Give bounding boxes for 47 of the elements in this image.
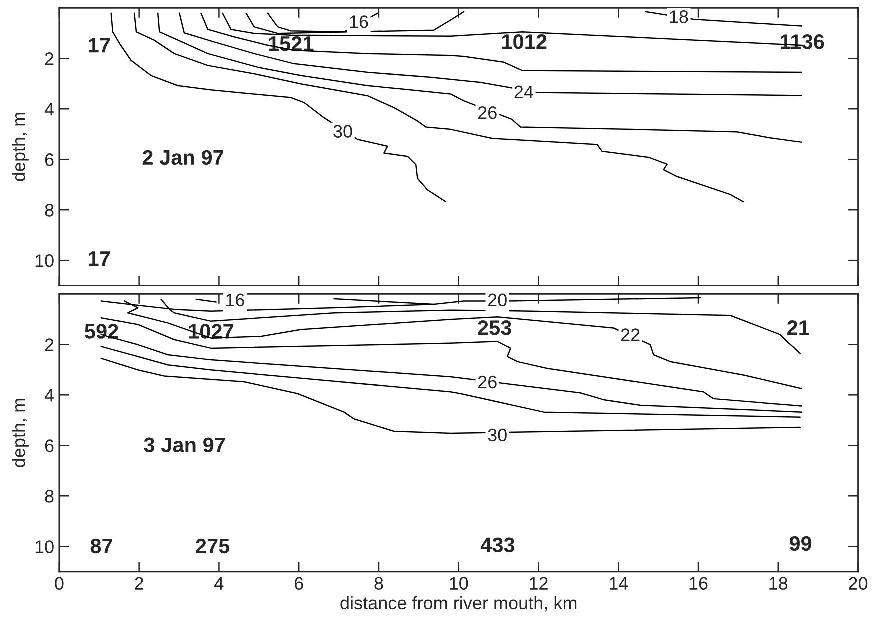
annotation: 1136 [781, 34, 824, 50]
y-tick-label: 6 [45, 154, 54, 166]
annotation: 433 [480, 538, 515, 553]
annotation: 592 [85, 324, 118, 339]
annotation: 18 [670, 10, 688, 24]
annotation: 87 [90, 538, 112, 554]
x-tick-label: 20 [849, 577, 868, 590]
annotation: 2 Jan 97 [142, 150, 224, 166]
x-tick-label: 12 [530, 577, 548, 590]
annotation: 3 Jan 97 [144, 438, 226, 453]
annotation: 17 [89, 252, 110, 266]
annotation: 26 [478, 376, 497, 389]
y-tick-label: 10 [36, 540, 54, 554]
y-axis-title: depth, m [12, 113, 29, 182]
annotation: 30 [488, 428, 507, 442]
y-tick-label: 4 [44, 389, 54, 402]
y-tick-label: 6 [45, 440, 54, 452]
annotation: 22 [621, 328, 640, 342]
y-axis-title: depth, m [12, 399, 29, 468]
x-tick-label: 14 [610, 577, 628, 590]
x-axis-title: distance from river mouth, km [340, 596, 577, 612]
annotation: 253 [478, 320, 512, 336]
x-tick-label: 18 [770, 577, 788, 590]
y-tick-label: 8 [45, 490, 54, 503]
y-tick-label: 10 [36, 254, 54, 268]
annotation: 99 [790, 536, 812, 552]
y-tick-label: 2 [45, 52, 54, 66]
annotation: 275 [196, 538, 230, 554]
annotation: 16 [350, 16, 368, 28]
annotation: 20 [488, 294, 507, 307]
annotation: 16 [226, 294, 244, 307]
annotation: 21 [787, 320, 810, 336]
y-tick-label: 2 [45, 338, 54, 352]
y-tick-label: 8 [45, 204, 54, 217]
annotation: 24 [514, 86, 534, 98]
x-tick-label: 0 [55, 577, 64, 590]
annotation: 26 [478, 106, 497, 120]
annotation: 30 [334, 125, 352, 138]
x-tick-label: 2 [135, 577, 144, 590]
x-tick-label: 8 [374, 577, 384, 590]
annotation: 1012 [502, 34, 547, 50]
x-tick-label: 10 [450, 577, 468, 590]
x-tick-label: 16 [690, 577, 708, 590]
x-tick-label: 6 [294, 577, 304, 590]
annotation: 17 [89, 38, 110, 53]
y-tick-label: 4 [44, 103, 54, 116]
x-tick-label: 4 [214, 577, 224, 590]
